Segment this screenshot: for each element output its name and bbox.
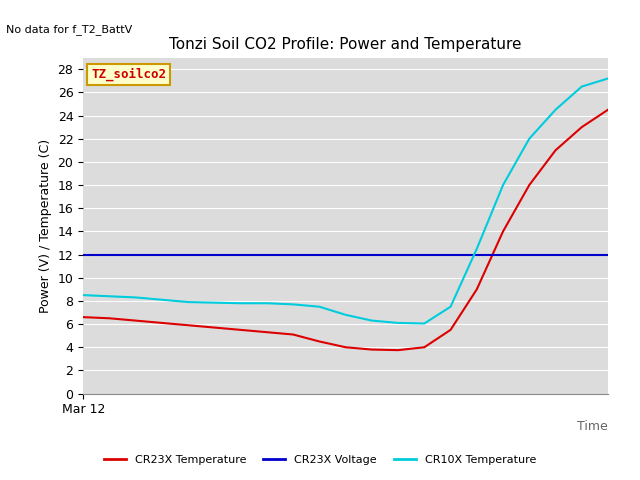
Text: Time: Time bbox=[577, 420, 608, 433]
Text: TZ_soilco2: TZ_soilco2 bbox=[91, 68, 166, 81]
Legend: CR23X Temperature, CR23X Voltage, CR10X Temperature: CR23X Temperature, CR23X Voltage, CR10X … bbox=[99, 450, 541, 469]
Y-axis label: Power (V) / Temperature (C): Power (V) / Temperature (C) bbox=[39, 139, 52, 312]
Title: Tonzi Soil CO2 Profile: Power and Temperature: Tonzi Soil CO2 Profile: Power and Temper… bbox=[170, 37, 522, 52]
Text: No data for f_T2_BattV: No data for f_T2_BattV bbox=[6, 24, 132, 35]
